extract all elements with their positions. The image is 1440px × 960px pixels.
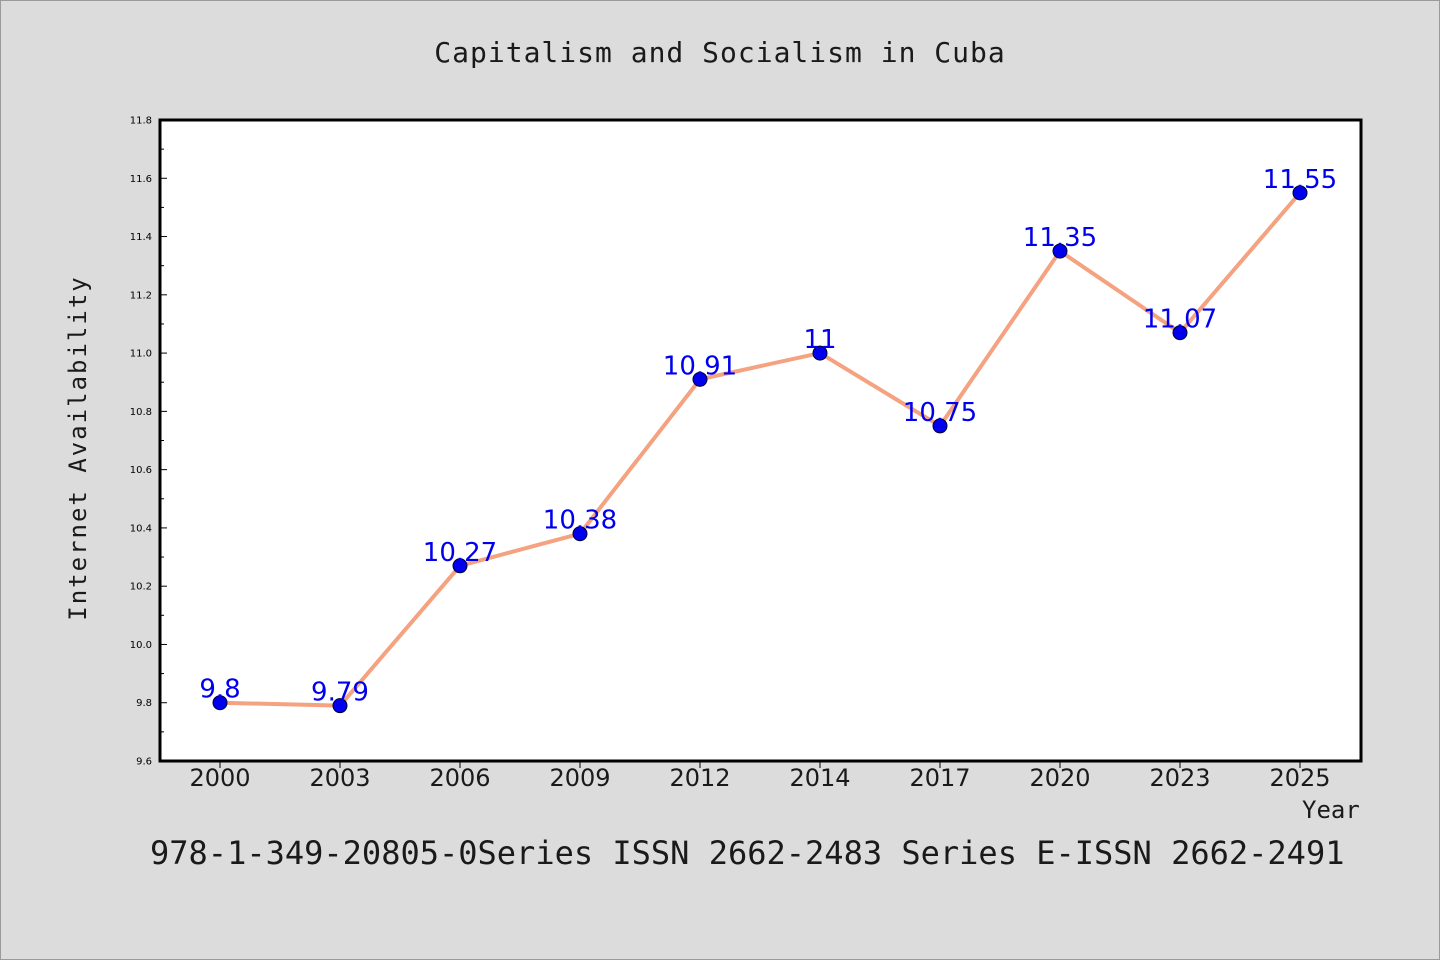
y-tick-label: 9.8 — [136, 698, 152, 709]
data-label: 10.38 — [543, 506, 617, 536]
data-label: 11.07 — [1143, 305, 1217, 335]
y-tick-label: 11.2 — [130, 290, 152, 301]
x-tick-label: 2023 — [1149, 764, 1210, 792]
data-point — [1052, 243, 1068, 259]
x-tick-label: 2012 — [669, 764, 730, 792]
x-axis-label: Year — [1302, 796, 1360, 824]
y-tick-label: 9.6 — [136, 757, 152, 768]
data-label: 10.27 — [423, 538, 497, 568]
x-tick-label: 2003 — [309, 764, 370, 792]
x-tick-label: 2006 — [429, 764, 490, 792]
data-label: 10.75 — [903, 398, 977, 428]
chart-title: Capitalism and Socialism in Cuba — [434, 36, 1006, 69]
data-point — [332, 698, 348, 714]
y-tick-label: 11.8 — [130, 116, 152, 127]
footer-isbn-text: 978-1-349-20805-0Series ISSN 2662-2483 S… — [150, 834, 1345, 872]
y-tick-label: 10.8 — [130, 407, 152, 418]
data-label: 9.79 — [311, 678, 369, 708]
x-tick-label: 2020 — [1029, 764, 1090, 792]
x-tick-label: 2017 — [909, 764, 970, 792]
y-tick-label: 10.0 — [130, 640, 152, 651]
data-label: 11.35 — [1023, 223, 1097, 253]
data-point — [452, 558, 468, 574]
data-point — [572, 526, 588, 542]
x-tick-label: 2025 — [1269, 764, 1330, 792]
data-label: 10.91 — [663, 351, 737, 381]
data-point — [812, 345, 828, 361]
data-point — [692, 371, 708, 387]
data-label: 11 — [803, 325, 836, 355]
y-tick-label: 10.6 — [130, 465, 152, 476]
y-tick-label: 10.2 — [130, 582, 152, 593]
y-tick-label: 11.4 — [130, 232, 152, 243]
x-tick-label: 2014 — [789, 764, 850, 792]
y-tick-label: 10.4 — [130, 523, 152, 534]
data-label: 9.8 — [199, 675, 240, 705]
plot-area — [160, 120, 1361, 761]
x-tick-label: 2000 — [189, 764, 250, 792]
data-label: 11.55 — [1263, 165, 1337, 195]
series-line — [218, 190, 1302, 708]
x-tick-label: 2009 — [549, 764, 610, 792]
data-point — [1172, 325, 1188, 341]
y-tick-label: 11.6 — [130, 174, 152, 185]
y-tick-label: 11.0 — [130, 349, 152, 360]
plot-border — [158, 118, 1363, 763]
data-point — [1292, 185, 1308, 201]
data-point — [212, 695, 228, 711]
data-point — [932, 418, 948, 434]
